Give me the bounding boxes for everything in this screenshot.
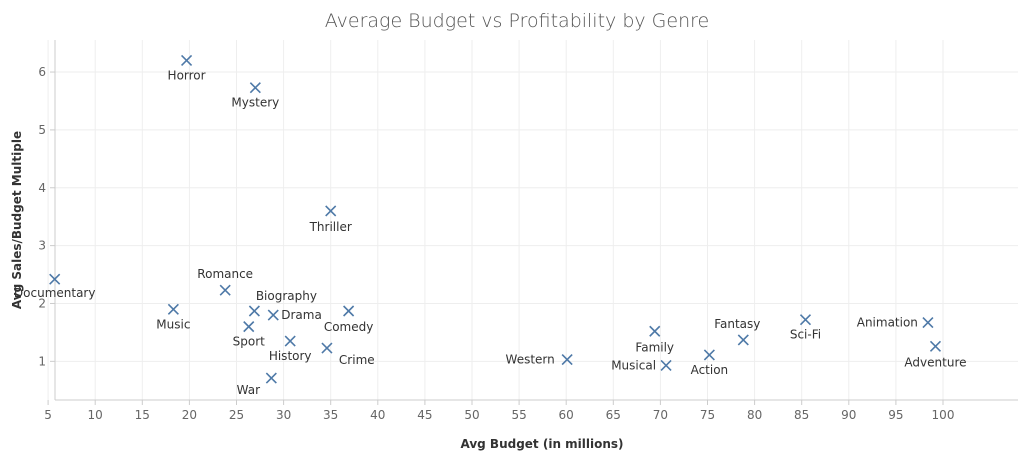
x-marker-stroke <box>660 359 672 371</box>
data-point-comedy: Comedy <box>324 305 374 334</box>
x-tick-label: 65 <box>606 408 621 422</box>
x-tick-label: 60 <box>559 408 574 422</box>
point-label: Biography <box>256 289 317 303</box>
data-point-documentary: Documentary <box>14 273 96 300</box>
y-tick-label: 1 <box>38 354 46 368</box>
x-marker-stroke <box>561 354 573 366</box>
data-point-music: Music <box>156 303 190 331</box>
point-label: Drama <box>281 308 322 322</box>
y-tick-label: 5 <box>38 123 46 137</box>
x-tick-label: 5 <box>44 408 52 422</box>
point-label: Mystery <box>231 96 279 110</box>
point-label: Horror <box>168 68 206 82</box>
data-point-thriller: Thriller <box>309 205 352 234</box>
y-tick-label: 6 <box>38 65 46 79</box>
grid-lines <box>47 40 1018 400</box>
x-marker-stroke <box>167 303 179 315</box>
y-tick-label: 3 <box>38 239 46 253</box>
x-tick-label: 85 <box>794 408 809 422</box>
x-tick-label: 70 <box>653 408 668 422</box>
chart-title: Average Budget vs Profitability by Genre <box>325 10 709 32</box>
point-label: Music <box>156 317 190 331</box>
x-marker-stroke <box>321 342 333 354</box>
x-marker-stroke <box>265 372 277 384</box>
point-label: Animation <box>857 316 918 330</box>
y-axis-title: Avg Sales/Budget Multiple <box>10 131 24 309</box>
x-marker-stroke <box>284 335 296 347</box>
data-point-mystery: Mystery <box>231 82 279 110</box>
y-tick-label: 2 <box>38 296 46 310</box>
data-point-drama: Drama <box>267 308 322 322</box>
x-tick-label: 75 <box>700 408 715 422</box>
x-marker-stroke <box>737 334 749 346</box>
point-label: Western <box>506 353 555 367</box>
x-tick-label: 45 <box>417 408 432 422</box>
x-marker-stroke <box>799 314 812 326</box>
data-point-musical: Musical <box>611 358 672 372</box>
x-tick-label: 15 <box>135 408 150 422</box>
point-label: Musical <box>611 358 656 372</box>
data-point-adventure: Adventure <box>904 340 967 369</box>
data-point-sport: Sport <box>233 321 266 349</box>
point-label: Family <box>635 340 674 354</box>
point-label: Fantasy <box>714 317 760 331</box>
x-marker-stroke <box>249 82 261 94</box>
x-marker-stroke <box>49 273 61 285</box>
point-label: Sci-Fi <box>790 328 821 342</box>
x-tick-label: 20 <box>182 408 197 422</box>
x-marker-stroke <box>325 205 337 217</box>
data-point-horror: Horror <box>168 54 206 82</box>
x-tick-label: 90 <box>841 408 856 422</box>
data-point-fantasy: Fantasy <box>714 317 760 346</box>
point-label: Comedy <box>324 320 374 334</box>
data-point-history: History <box>269 335 312 363</box>
x-tick-label: 95 <box>888 408 903 422</box>
point-label: Romance <box>197 267 253 281</box>
x-marker-stroke <box>243 321 255 333</box>
x-marker-stroke <box>703 349 715 361</box>
x-tick-label: 35 <box>323 408 338 422</box>
x-tick-label: 55 <box>511 408 526 422</box>
x-tick-label: 100 <box>932 408 955 422</box>
axes <box>54 40 1018 401</box>
data-point-family: Family <box>635 325 674 354</box>
data-point-war: War <box>237 372 277 397</box>
x-marker-stroke <box>267 309 279 321</box>
data-point-animation: Animation <box>857 316 934 330</box>
x-marker-stroke <box>922 317 934 329</box>
x-marker-stroke <box>649 325 661 337</box>
x-tick-label: 50 <box>464 408 479 422</box>
x-marker-stroke <box>343 305 355 317</box>
data-point-sci-fi: Sci-Fi <box>790 314 821 342</box>
x-tick-label: 10 <box>88 408 103 422</box>
x-tick-label: 80 <box>747 408 762 422</box>
data-points: Horror Mystery Thriller Documentary Romance M… <box>14 54 967 397</box>
data-point-western: Western <box>506 353 573 367</box>
point-label: Thriller <box>309 220 352 234</box>
point-label: Sport <box>233 335 266 349</box>
point-label: Action <box>691 363 729 377</box>
x-tick-labels: 5 10 15 20 25 30 35 40 45 50 55 60 65 70 75 80 85 90 95 100 <box>44 400 954 422</box>
point-label: War <box>237 383 260 397</box>
x-marker-stroke <box>219 284 231 296</box>
data-point-romance: Romance <box>197 267 253 296</box>
data-point-crime: Crime <box>321 342 375 367</box>
x-marker-stroke <box>181 54 193 67</box>
x-axis-title: Avg Budget (in millions) <box>460 437 623 451</box>
x-marker-stroke <box>929 340 942 352</box>
point-label: Adventure <box>904 355 966 369</box>
x-tick-label: 40 <box>370 408 385 422</box>
x-tick-label: 30 <box>276 408 291 422</box>
point-label: History <box>269 349 312 363</box>
x-tick-label: 25 <box>229 408 244 422</box>
data-point-biography: Biography <box>248 289 317 317</box>
point-label: Documentary <box>14 286 96 300</box>
data-point-action: Action <box>691 349 729 377</box>
y-tick-labels: 1 2 3 4 5 6 <box>38 65 55 368</box>
point-label: Crime <box>339 353 375 367</box>
y-tick-label: 4 <box>38 181 46 195</box>
x-marker-stroke <box>248 305 260 317</box>
